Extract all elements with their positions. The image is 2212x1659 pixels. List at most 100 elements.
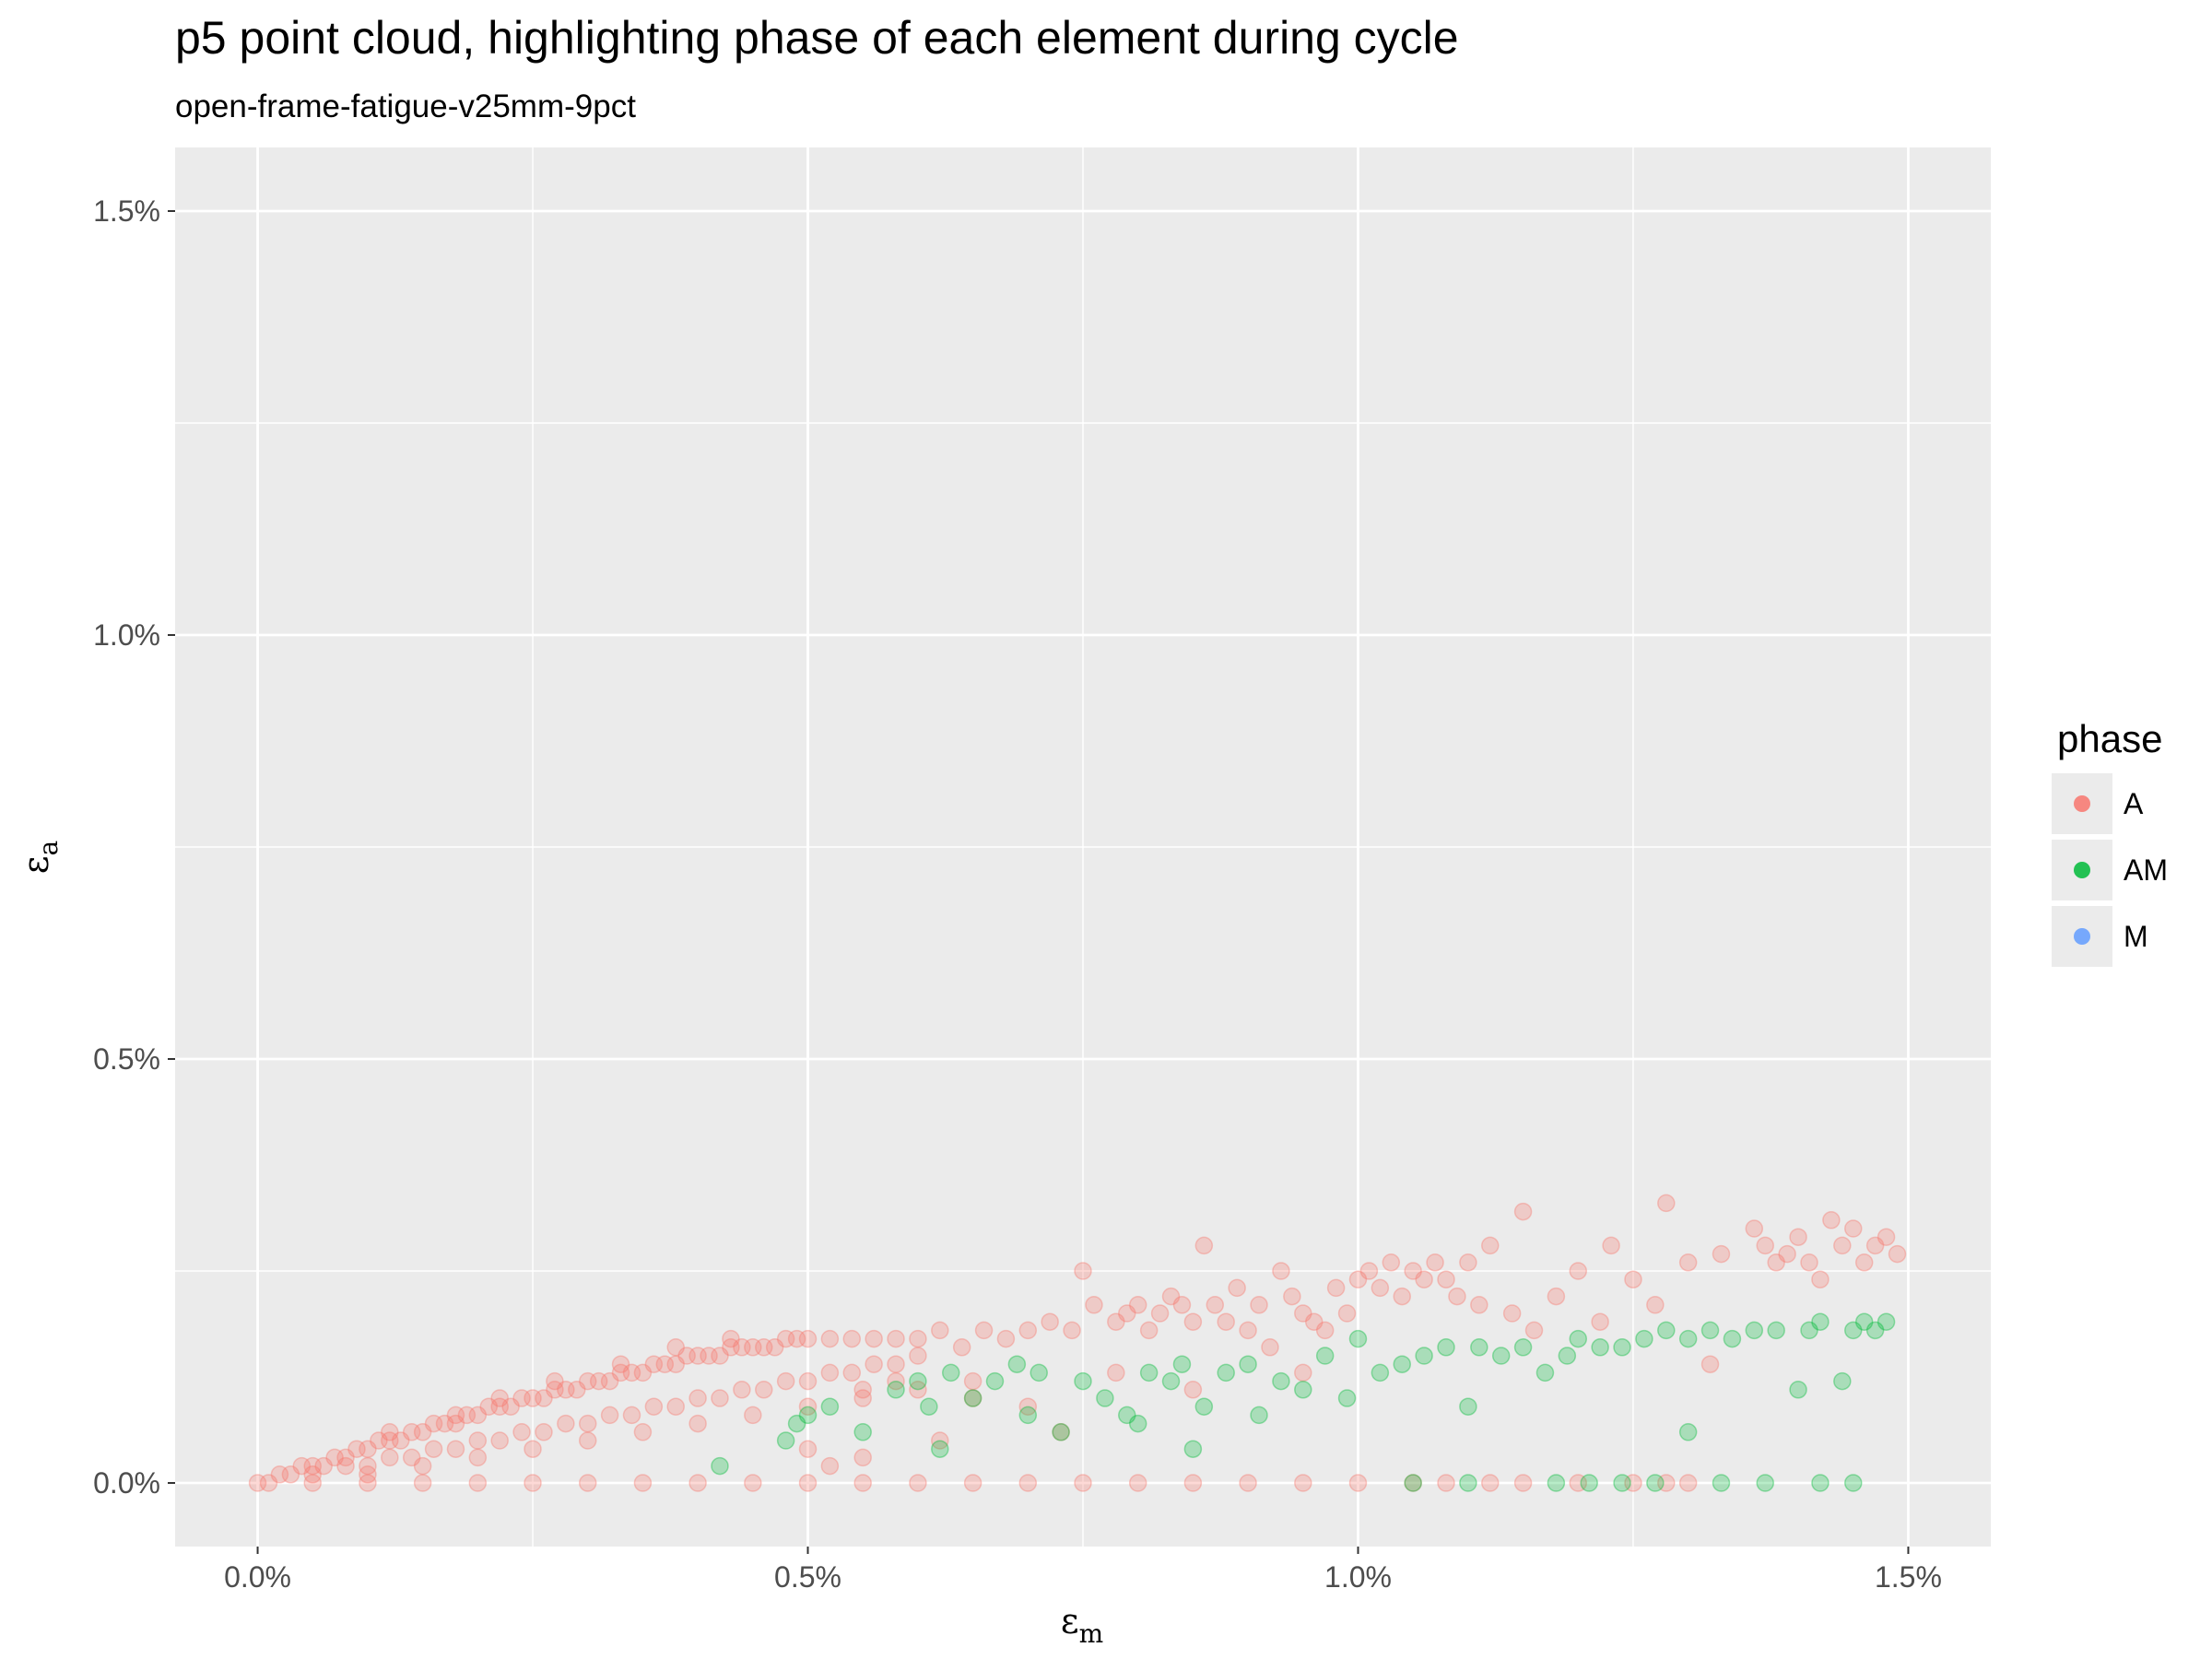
point-a: [733, 1338, 751, 1357]
point-a: [468, 1431, 488, 1450]
point-am: [1844, 1321, 1863, 1340]
point-a: [688, 1347, 707, 1365]
point-a: [524, 1474, 542, 1492]
point-am: [1700, 1321, 1720, 1340]
point-a: [666, 1355, 685, 1373]
point-a: [1437, 1474, 1455, 1492]
point-a: [1041, 1312, 1059, 1331]
point-a: [644, 1355, 664, 1373]
point-a: [1063, 1321, 1081, 1340]
point-a: [853, 1389, 872, 1407]
point-am: [1580, 1474, 1598, 1492]
point-a: [711, 1347, 729, 1365]
point-a: [248, 1474, 267, 1492]
point-a: [336, 1448, 355, 1467]
point-a: [1250, 1296, 1268, 1314]
point-a: [1767, 1253, 1785, 1272]
legend-label: M: [2124, 919, 2148, 953]
point-a: [798, 1329, 818, 1348]
point-a: [1348, 1270, 1368, 1288]
point-a: [1854, 1253, 1874, 1272]
point-a: [765, 1338, 784, 1357]
point-a: [1657, 1474, 1676, 1492]
y-axis-title-sub: a: [33, 841, 64, 856]
point-a: [1657, 1194, 1676, 1213]
point-a: [952, 1338, 971, 1357]
y-tick-label: 0.0%: [93, 1466, 160, 1500]
axes: 0.0% 0.5% 1.0% 1.5% 0.0% 0.5% 1.0% 1.5%: [93, 194, 1942, 1594]
point-a: [909, 1347, 927, 1365]
point-am: [1678, 1423, 1698, 1441]
point-am: [1756, 1474, 1774, 1492]
point-a: [611, 1355, 630, 1373]
point-am: [787, 1414, 806, 1433]
x-axis-title-sub: m: [1079, 1618, 1104, 1649]
point-a: [1382, 1253, 1401, 1272]
point-a: [1107, 1363, 1125, 1382]
point-a: [622, 1406, 641, 1425]
point-a: [270, 1465, 289, 1484]
point-a: [424, 1440, 443, 1458]
point-a: [359, 1440, 377, 1458]
grid-lines: [175, 147, 1991, 1547]
point-am: [963, 1389, 982, 1407]
point-a: [798, 1440, 818, 1458]
point-a: [1700, 1355, 1720, 1373]
point-a: [1712, 1244, 1731, 1264]
point-am: [941, 1363, 960, 1382]
point-a: [1128, 1474, 1147, 1492]
point-am: [853, 1423, 872, 1441]
point-am: [1635, 1329, 1653, 1348]
point-am: [1371, 1363, 1390, 1382]
point-a: [381, 1448, 399, 1467]
point-am: [887, 1381, 905, 1399]
point-a: [336, 1456, 355, 1476]
point-a: [1139, 1321, 1159, 1340]
point-a: [865, 1329, 883, 1348]
point-am: [1613, 1474, 1631, 1492]
legend-title: phase: [2057, 717, 2163, 760]
point-a: [1371, 1278, 1390, 1298]
chart-title: p5 point cloud, highlighting phase of ea…: [175, 12, 1459, 64]
point-am: [1161, 1371, 1181, 1391]
point-a: [1107, 1312, 1125, 1331]
point-am: [776, 1431, 795, 1450]
legend-key: [2052, 906, 2112, 967]
point-a: [1591, 1312, 1609, 1331]
point-am: [1074, 1371, 1092, 1391]
chart-subtitle: open-frame-fatigue-v25mm-9pct: [175, 88, 636, 124]
point-am: [985, 1371, 1005, 1391]
point-a: [381, 1423, 399, 1441]
point-a: [1239, 1321, 1257, 1340]
point-a: [1183, 1312, 1203, 1331]
point-a: [776, 1371, 795, 1391]
point-a: [512, 1389, 531, 1407]
point-a: [909, 1474, 927, 1492]
point-a: [578, 1474, 597, 1492]
point-a: [1217, 1312, 1235, 1331]
point-a: [292, 1456, 312, 1476]
point-a: [1624, 1270, 1642, 1288]
point-a: [974, 1321, 994, 1340]
point-a: [655, 1355, 675, 1373]
point-a: [820, 1363, 840, 1382]
point-a: [600, 1406, 619, 1425]
point-a: [755, 1338, 773, 1357]
point-a: [963, 1371, 982, 1391]
point-a: [677, 1347, 696, 1365]
point-a: [633, 1474, 653, 1492]
point-a: [1239, 1474, 1257, 1492]
point-a: [853, 1381, 872, 1399]
point-am: [1789, 1381, 1807, 1399]
point-a: [744, 1406, 762, 1425]
legend-item-a: A: [2052, 771, 2168, 837]
point-a: [1261, 1338, 1279, 1357]
point-a: [578, 1414, 597, 1433]
point-a: [413, 1474, 432, 1492]
point-am: [1745, 1321, 1764, 1340]
point-a: [490, 1389, 509, 1407]
point-a: [1678, 1474, 1698, 1492]
point-a: [622, 1363, 641, 1382]
point-a: [996, 1329, 1016, 1348]
point-a: [1569, 1474, 1588, 1492]
